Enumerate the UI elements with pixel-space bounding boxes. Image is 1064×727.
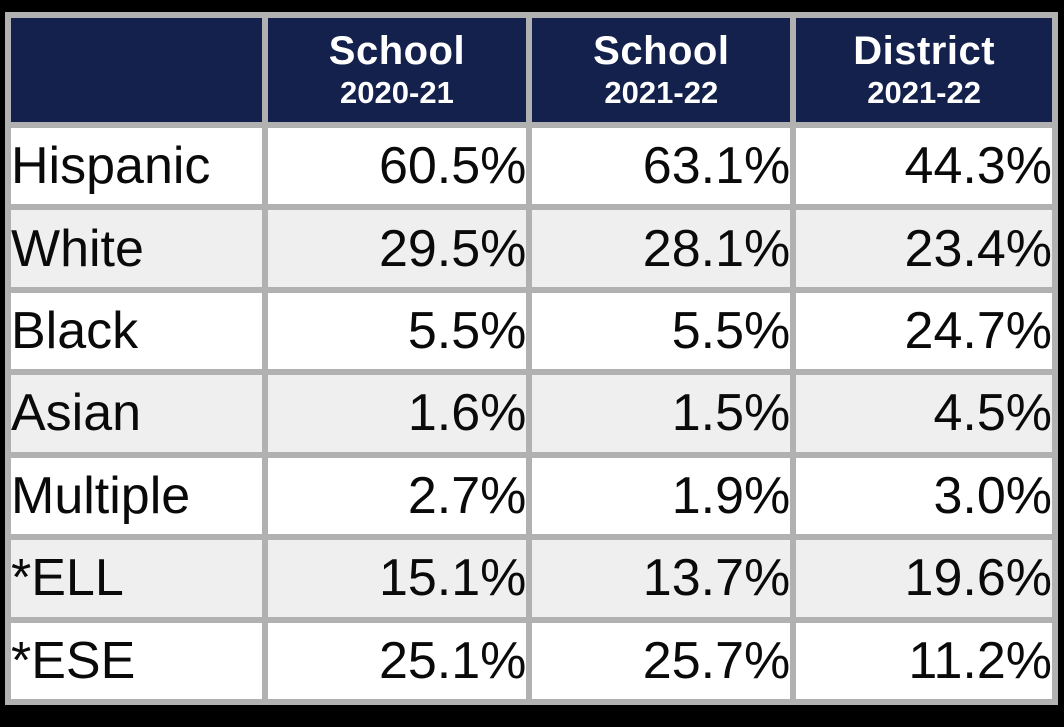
cell-value: 29.5% bbox=[261, 204, 533, 293]
row-label: Hispanic bbox=[5, 121, 268, 211]
row-label: White bbox=[5, 204, 268, 293]
demographics-table: School 2020-21 School 2021-22 District 2… bbox=[5, 12, 1058, 706]
row-label: Multiple bbox=[5, 451, 268, 541]
column-header-sublabel: 2020-21 bbox=[340, 75, 454, 110]
table-row-multiple: Multiple 2.7% 1.9% 3.0% bbox=[5, 451, 1058, 541]
cell-value: 2.7% bbox=[261, 451, 533, 541]
row-label: Asian bbox=[5, 369, 268, 458]
cell-value: 60.5% bbox=[261, 121, 533, 211]
cell-value: 24.7% bbox=[790, 286, 1058, 376]
column-header-label: School bbox=[328, 29, 466, 73]
table-header: School 2020-21 School 2021-22 District 2… bbox=[5, 12, 1058, 128]
cell-value: 1.6% bbox=[261, 369, 533, 458]
corner-cell bbox=[5, 12, 268, 128]
column-header-school-2021-22: School 2021-22 bbox=[526, 12, 797, 128]
row-label: Black bbox=[5, 286, 268, 376]
cell-value: 63.1% bbox=[526, 121, 797, 211]
cell-value: 5.5% bbox=[261, 286, 533, 376]
cell-value: 44.3% bbox=[790, 121, 1058, 211]
table-row-black: Black 5.5% 5.5% 24.7% bbox=[5, 286, 1058, 376]
cell-value: 23.4% bbox=[790, 204, 1058, 293]
column-header-label: School bbox=[593, 29, 730, 73]
table-row-asian: Asian 1.6% 1.5% 4.5% bbox=[5, 369, 1058, 458]
column-header-sublabel: 2021-22 bbox=[604, 75, 719, 110]
cell-value: 4.5% bbox=[790, 369, 1058, 458]
cell-value: 28.1% bbox=[526, 204, 797, 293]
column-header-sublabel: 2021-22 bbox=[867, 75, 981, 110]
cell-value: 25.7% bbox=[526, 616, 797, 706]
column-header-district-2021-22: District 2021-22 bbox=[790, 12, 1058, 128]
table-row-white: White 29.5% 28.1% 23.4% bbox=[5, 204, 1058, 293]
column-header-label: District bbox=[853, 29, 996, 73]
table-row-ell: *ELL 15.1% 13.7% 19.6% bbox=[5, 534, 1058, 623]
table-row-hispanic: Hispanic 60.5% 63.1% 44.3% bbox=[5, 121, 1058, 211]
cell-value: 3.0% bbox=[790, 451, 1058, 541]
cell-value: 25.1% bbox=[261, 616, 533, 706]
row-label: *ELL bbox=[5, 534, 268, 623]
cell-value: 1.9% bbox=[526, 451, 797, 541]
row-label: *ESE bbox=[5, 616, 268, 706]
table-row-ese: *ESE 25.1% 25.7% 11.2% bbox=[5, 616, 1058, 706]
cell-value: 13.7% bbox=[526, 534, 797, 623]
cell-value: 5.5% bbox=[526, 286, 797, 376]
cell-value: 1.5% bbox=[526, 369, 797, 458]
table-body: Hispanic 60.5% 63.1% 44.3% White 29.5% 2… bbox=[5, 121, 1058, 706]
cell-value: 15.1% bbox=[261, 534, 533, 623]
header-row: School 2020-21 School 2021-22 District 2… bbox=[5, 12, 1058, 128]
cell-value: 11.2% bbox=[790, 616, 1058, 706]
cell-value: 19.6% bbox=[790, 534, 1058, 623]
column-header-school-2020-21: School 2020-21 bbox=[261, 12, 533, 128]
